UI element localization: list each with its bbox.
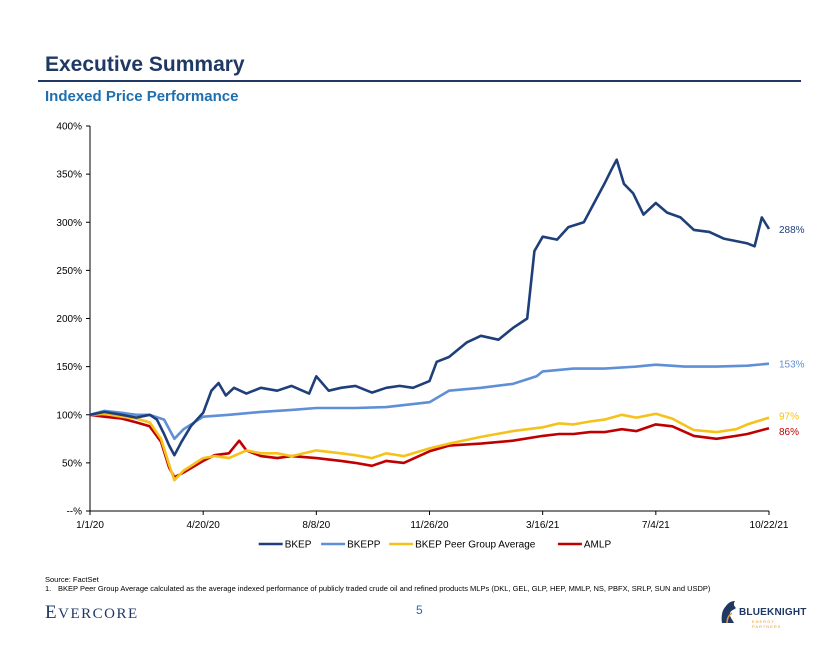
y-tick-label: 350% bbox=[56, 170, 82, 181]
x-tick-label: 11/26/20 bbox=[410, 520, 449, 531]
x-tick-label: 10/22/21 bbox=[750, 520, 789, 531]
knight-icon bbox=[721, 601, 736, 624]
price-performance-chart: --% 50% 100% 150% 200% 250% 300% 350% 400% 1/1/20… bbox=[56, 122, 805, 551]
y-tick-label: 100% bbox=[56, 410, 82, 421]
y-tick-label: 200% bbox=[56, 314, 82, 325]
x-tick-label: 7/4/21 bbox=[642, 520, 670, 531]
x-tick-label: 3/16/21 bbox=[526, 520, 560, 531]
evercore-logo-rest: VERCORE bbox=[58, 606, 139, 622]
blueknight-logo-name: BLUEKNIGHT bbox=[739, 607, 807, 618]
legend-label: BKEP Peer Group Average bbox=[415, 540, 536, 551]
footnote-number: 1. bbox=[45, 584, 52, 593]
y-tick-label: 400% bbox=[56, 122, 82, 133]
page-number: 5 bbox=[416, 603, 423, 617]
page-title: Executive Summary bbox=[45, 53, 245, 76]
footnote: 1. BKEP Peer Group Average calculated as … bbox=[45, 584, 710, 593]
evercore-logo-initial: E bbox=[45, 602, 59, 623]
legend-label: BKEP bbox=[285, 540, 312, 551]
end-value-label: 153% bbox=[779, 360, 805, 371]
legend-label: BKEPP bbox=[347, 540, 381, 551]
series-line-bkep-peer-group-average bbox=[89, 412, 770, 482]
blueknight-logo-sub: ENERGY PARTNERS bbox=[752, 619, 782, 629]
end-value-label: 97% bbox=[779, 412, 799, 423]
x-tick-label: 8/8/20 bbox=[302, 520, 330, 531]
y-tick-label: 300% bbox=[56, 218, 82, 229]
y-tick-label: 250% bbox=[56, 266, 82, 277]
series-line-bkep bbox=[89, 158, 771, 457]
legend-label: AMLP bbox=[584, 540, 612, 551]
title-divider bbox=[38, 80, 801, 82]
evercore-logo: EVERCORE bbox=[45, 602, 139, 624]
x-tick-label: 1/1/20 bbox=[76, 520, 104, 531]
series-line-bkepp bbox=[89, 362, 770, 441]
footnote-text: BKEP Peer Group Average calculated as th… bbox=[58, 584, 711, 593]
end-value-label: 288% bbox=[779, 225, 805, 236]
end-value-label: 86% bbox=[779, 427, 799, 438]
blueknight-logo: BLUEKNIGHT ENERGY PARTNERS bbox=[718, 598, 807, 629]
chart-subtitle: Indexed Price Performance bbox=[45, 88, 239, 105]
y-tick-label: --% bbox=[66, 507, 82, 518]
source-note: Source: FactSet bbox=[45, 575, 99, 584]
x-tick-label: 4/20/20 bbox=[186, 520, 220, 531]
y-tick-label: 150% bbox=[56, 362, 82, 373]
y-tick-label: 50% bbox=[62, 458, 82, 469]
